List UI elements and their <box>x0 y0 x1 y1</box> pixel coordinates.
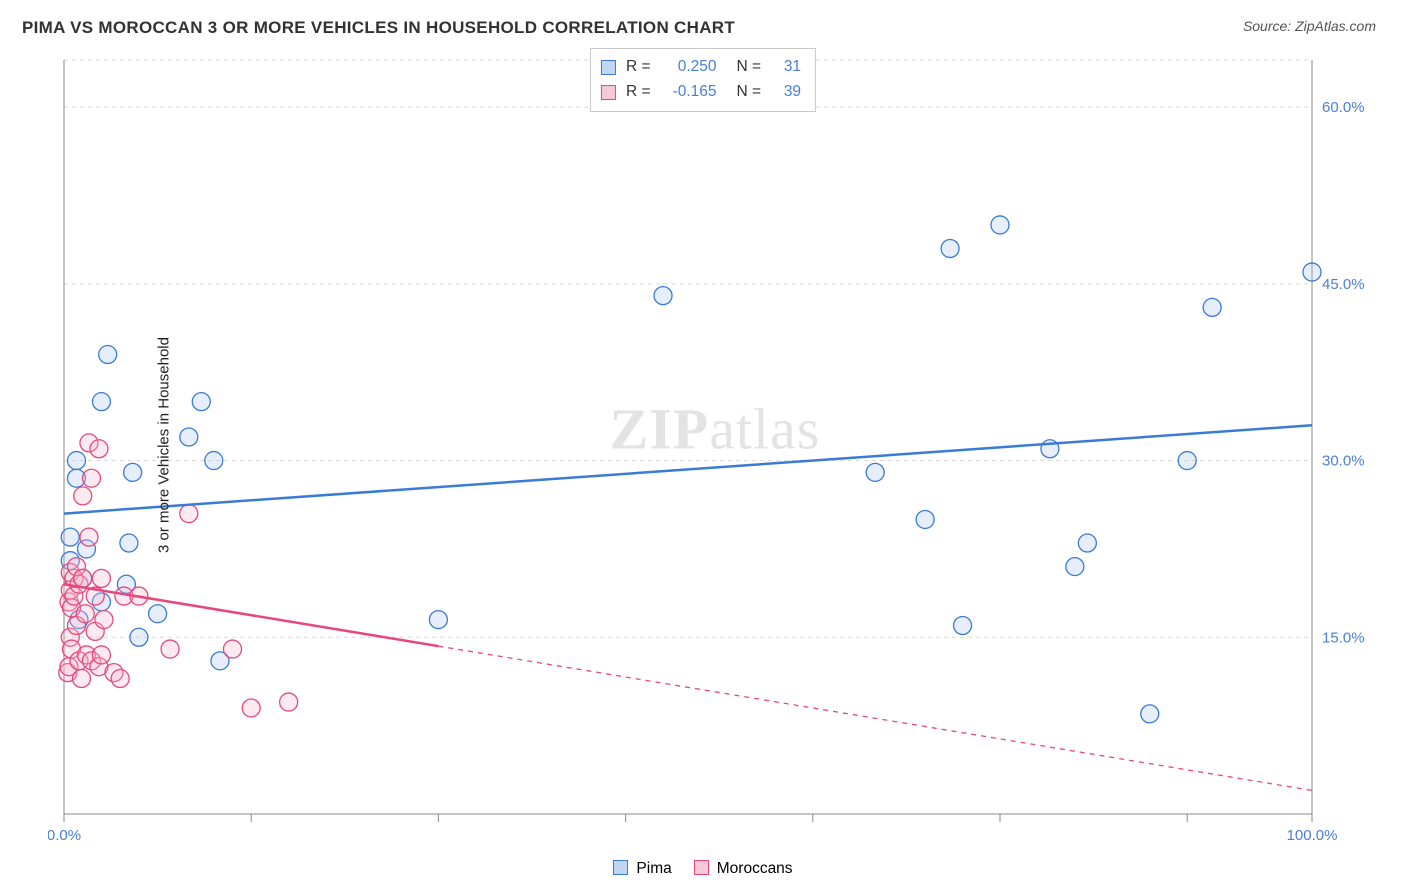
legend-swatch-icon <box>694 860 709 875</box>
legend-r-value: 0.250 <box>661 55 717 80</box>
legend-swatch-icon <box>601 85 616 100</box>
legend-r-value: -0.165 <box>661 80 717 105</box>
y-axis-label: 3 or more Vehicles in Household <box>155 337 172 553</box>
svg-text:30.0%: 30.0% <box>1322 453 1365 470</box>
correlation-legend: R = 0.250 N = 31 R = -0.165 N = 39 <box>590 48 816 112</box>
legend-row: R = 0.250 N = 31 <box>601 55 801 80</box>
svg-text:15.0%: 15.0% <box>1322 629 1365 646</box>
series-label: Moroccans <box>717 860 793 877</box>
source-label: Source: ZipAtlas.com <box>1243 18 1376 34</box>
series-legend-item: Pima <box>613 860 671 878</box>
series-label: Pima <box>636 860 671 877</box>
legend-swatch-icon <box>601 60 616 75</box>
svg-text:100.0%: 100.0% <box>1287 827 1338 842</box>
series-legend: Pima Moroccans <box>0 860 1406 878</box>
legend-r-label: R = <box>626 80 651 105</box>
legend-r-label: R = <box>626 55 651 80</box>
plot-area: 3 or more Vehicles in Household 15.0% 30.… <box>48 48 1382 842</box>
legend-n-value: 39 <box>771 80 801 105</box>
legend-row: R = -0.165 N = 39 <box>601 80 801 105</box>
svg-text:60.0%: 60.0% <box>1322 99 1365 116</box>
legend-n-label: N = <box>737 80 762 105</box>
footer: Pima Moroccans <box>0 858 1406 878</box>
scatter-chart: 15.0% 30.0% 45.0% 60.0% 0.0% 100.0% <box>48 48 1382 842</box>
legend-swatch-icon <box>613 860 628 875</box>
svg-text:45.0%: 45.0% <box>1322 276 1365 293</box>
svg-text:0.0%: 0.0% <box>48 827 81 842</box>
legend-n-label: N = <box>737 55 762 80</box>
chart-title: PIMA VS MOROCCAN 3 OR MORE VEHICLES IN H… <box>22 18 735 38</box>
chart-header: PIMA VS MOROCCAN 3 OR MORE VEHICLES IN H… <box>0 0 1406 46</box>
legend-n-value: 31 <box>771 55 801 80</box>
series-legend-item: Moroccans <box>694 860 793 878</box>
